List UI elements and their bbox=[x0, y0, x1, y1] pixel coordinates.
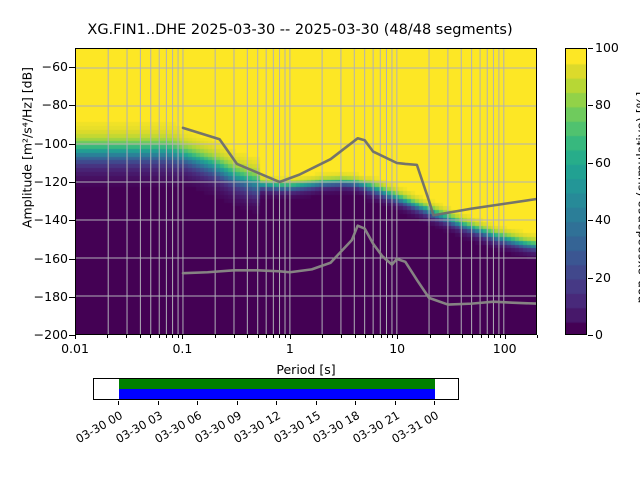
x-tick-mark bbox=[397, 335, 399, 339]
x-tick-mark bbox=[158, 335, 160, 338]
x-tick-mark bbox=[107, 335, 109, 338]
x-tick-mark bbox=[247, 335, 249, 338]
colorbar-tick-mark bbox=[588, 335, 593, 336]
x-tick-mark bbox=[504, 335, 506, 339]
y-tick-label: −180 bbox=[33, 288, 68, 304]
colorbar-tick-mark bbox=[588, 48, 593, 49]
timeline-tick-mark bbox=[434, 401, 435, 405]
colorbar-tick-label: 100 bbox=[595, 40, 619, 55]
timeline-strip[interactable] bbox=[93, 378, 459, 400]
x-tick-mark bbox=[266, 335, 267, 338]
timeline-tick-mark bbox=[197, 401, 198, 405]
timeline-tick-mark bbox=[118, 401, 119, 405]
colorbar-tick-label: 40 bbox=[595, 212, 611, 228]
x-tick-mark bbox=[257, 335, 259, 338]
y-tick-mark bbox=[69, 296, 75, 298]
colorbar-tick-mark bbox=[588, 277, 593, 279]
x-tick-mark bbox=[461, 335, 463, 338]
x-tick-mark bbox=[488, 335, 489, 338]
x-tick-label: 0.01 bbox=[61, 341, 89, 356]
colorbar-tick-label: 60 bbox=[595, 154, 611, 170]
x-tick-mark bbox=[139, 335, 141, 338]
x-tick-mark bbox=[172, 335, 173, 338]
timeline-tick-mark bbox=[394, 401, 396, 405]
x-tick-mark bbox=[429, 335, 431, 338]
x-tick-mark bbox=[126, 335, 128, 338]
y-tick-label: −140 bbox=[33, 212, 68, 228]
colorbar-tick-label: 20 bbox=[595, 269, 611, 285]
x-tick-mark bbox=[392, 335, 394, 338]
x-tick-mark bbox=[75, 335, 76, 339]
colorbar-tick-mark bbox=[588, 162, 593, 164]
colorbar-gradient bbox=[566, 49, 586, 334]
y-tick-mark bbox=[69, 181, 75, 183]
x-tick-mark bbox=[279, 335, 281, 338]
x-tick-mark bbox=[386, 335, 388, 338]
y-tick-label: −100 bbox=[33, 135, 68, 151]
colorbar-tick-label: 0 bbox=[595, 327, 603, 342]
x-tick-mark bbox=[289, 335, 291, 339]
ppsd-plot-area[interactable] bbox=[75, 48, 537, 335]
x-tick-mark bbox=[364, 335, 366, 338]
x-tick-mark bbox=[480, 335, 482, 338]
x-tick-label: 1 bbox=[285, 341, 294, 356]
ppsd-heatmap bbox=[76, 49, 536, 334]
x-tick-mark bbox=[322, 335, 324, 338]
y-tick-mark bbox=[69, 220, 75, 222]
x-tick-mark bbox=[472, 335, 474, 338]
x-tick-mark bbox=[233, 335, 235, 338]
y-tick-label: −60 bbox=[41, 59, 68, 75]
x-tick-mark bbox=[499, 335, 501, 338]
x-tick-mark bbox=[214, 335, 216, 338]
colorbar-tick-label: 80 bbox=[595, 97, 611, 113]
x-tick-mark bbox=[177, 335, 179, 338]
page-title: XG.FIN1..DHE 2025-03-30 -- 2025-03-30 (4… bbox=[87, 22, 513, 38]
y-tick-label: −80 bbox=[41, 97, 68, 113]
timeline-tick-mark bbox=[315, 401, 317, 405]
timeline-tick-mark bbox=[276, 401, 277, 405]
colorbar-label: non-exceedance (cumulative) [%] bbox=[633, 91, 640, 304]
x-tick-mark bbox=[341, 335, 343, 338]
y-tick-label: −200 bbox=[33, 327, 68, 342]
x-tick-mark bbox=[182, 335, 184, 339]
timeline-coverage-bar bbox=[119, 389, 435, 399]
colorbar-tick-mark bbox=[588, 105, 593, 107]
y-tick-mark bbox=[69, 143, 75, 145]
timeline-tick-mark bbox=[355, 401, 356, 405]
timeline-tick-mark bbox=[157, 401, 159, 405]
x-tick-mark bbox=[284, 335, 286, 338]
y-tick-label: −120 bbox=[33, 173, 68, 189]
timeline-data-bar bbox=[119, 379, 435, 389]
x-tick-mark bbox=[165, 335, 167, 338]
y-tick-mark bbox=[69, 258, 75, 260]
x-tick-mark bbox=[150, 335, 152, 338]
y-tick-mark bbox=[69, 67, 75, 69]
x-tick-mark bbox=[494, 335, 496, 338]
x-tick-mark bbox=[537, 335, 538, 338]
timeline-tick-mark bbox=[236, 401, 238, 405]
y-tick-mark bbox=[69, 105, 75, 107]
x-tick-mark bbox=[373, 335, 375, 338]
x-tick-mark bbox=[448, 335, 450, 338]
x-axis-label: Period [s] bbox=[276, 362, 336, 377]
x-tick-label: 100 bbox=[492, 341, 517, 356]
x-tick-mark bbox=[354, 335, 356, 338]
colorbar[interactable] bbox=[565, 48, 587, 335]
x-tick-mark bbox=[380, 335, 382, 338]
colorbar-tick-mark bbox=[588, 220, 593, 222]
y-tick-label: −160 bbox=[33, 250, 68, 266]
x-tick-label: 10 bbox=[389, 341, 406, 356]
x-tick-mark bbox=[273, 335, 275, 338]
y-tick-mark bbox=[69, 335, 75, 336]
x-tick-label: 0.1 bbox=[172, 341, 193, 356]
